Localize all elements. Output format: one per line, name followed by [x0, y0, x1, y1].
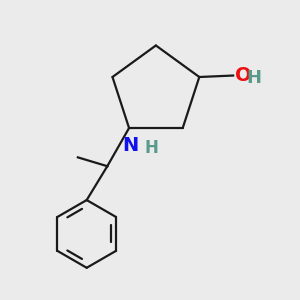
Text: N: N	[123, 136, 139, 155]
Text: H: H	[246, 69, 261, 87]
Text: O: O	[235, 66, 251, 85]
Text: H: H	[145, 139, 159, 157]
